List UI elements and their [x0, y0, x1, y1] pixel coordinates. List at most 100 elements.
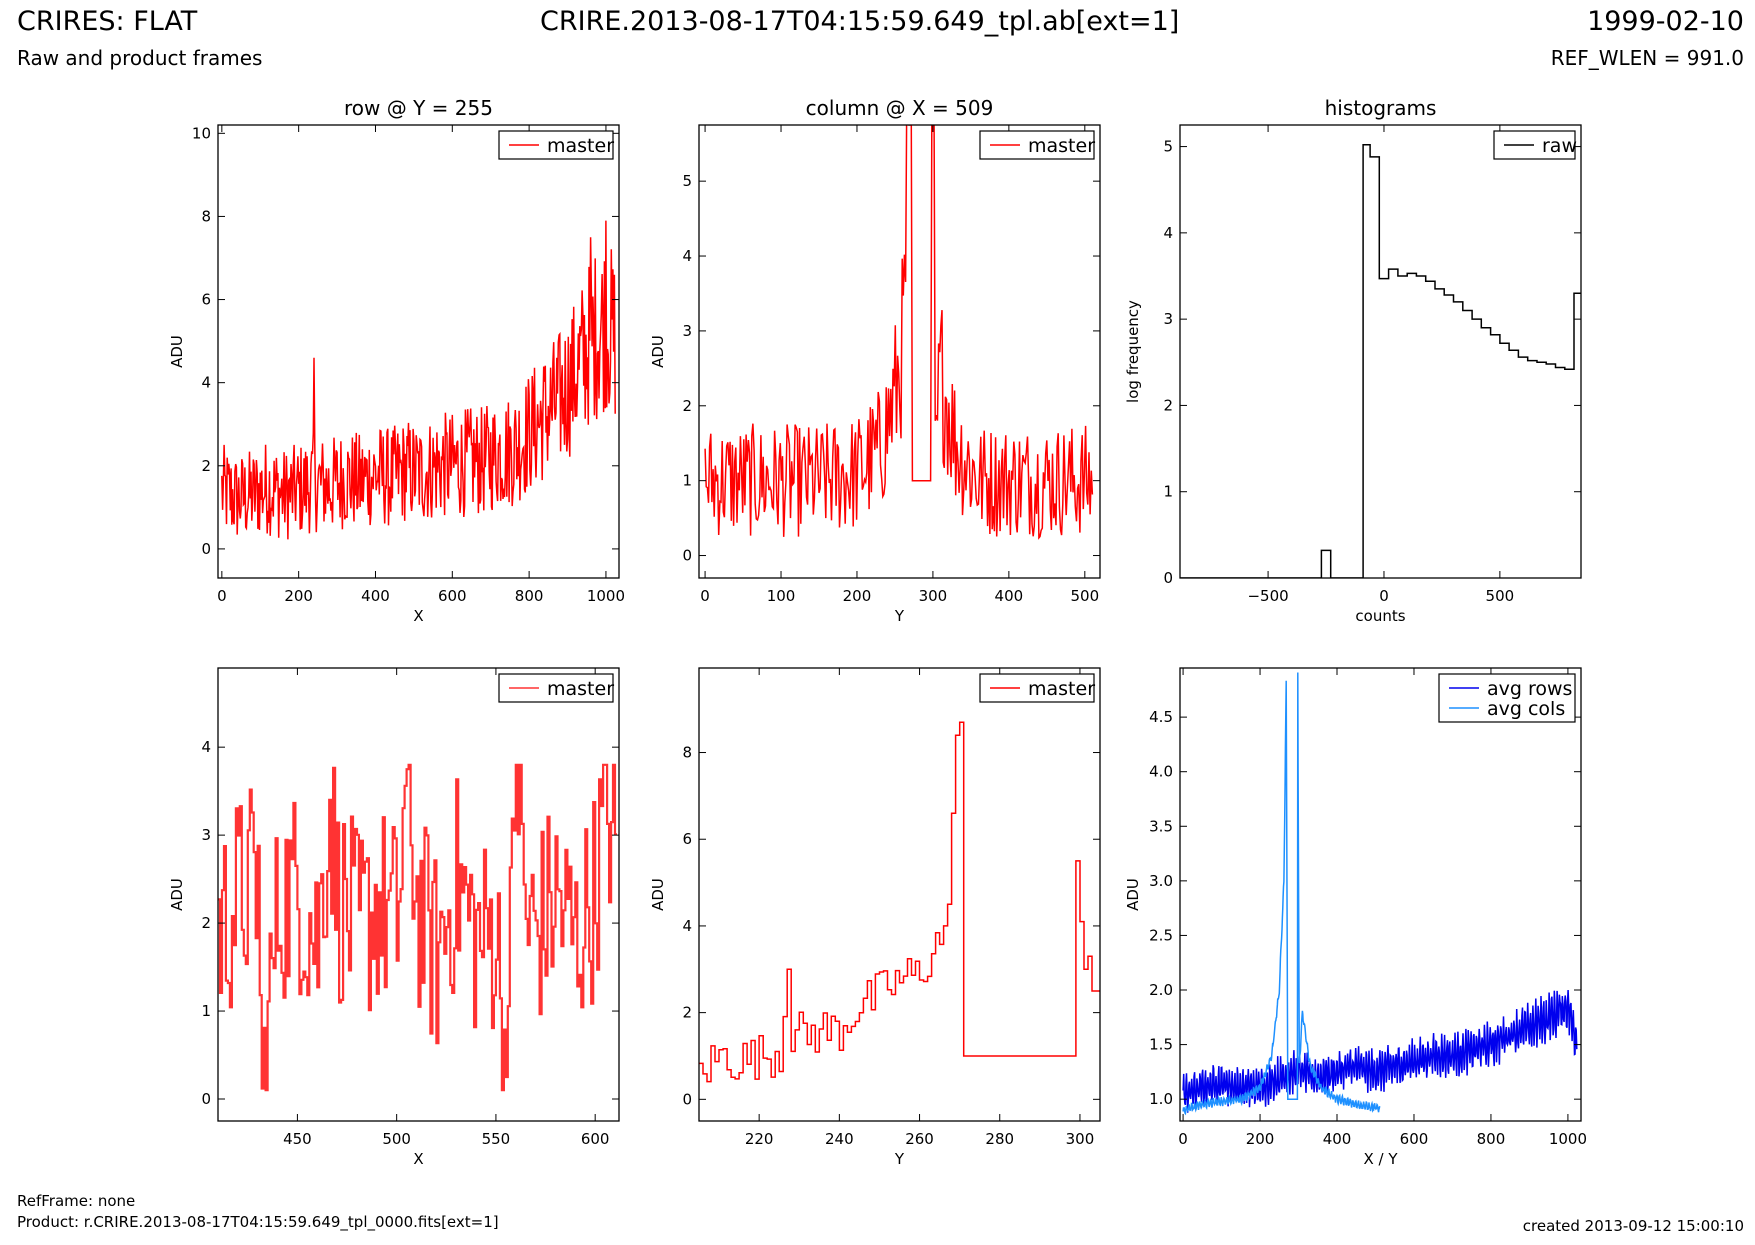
- axes-frame: [1179, 667, 1582, 1122]
- y-tick-label: 2.5: [1149, 926, 1173, 944]
- plot-area: [699, 721, 1100, 1083]
- legend-box: [1438, 673, 1576, 723]
- y-axis-label: ADU: [649, 878, 667, 911]
- refframe-label: RefFrame: none: [17, 1192, 136, 1210]
- y-tick-label: 4.5: [1149, 708, 1173, 726]
- x-axis-label: X: [413, 1150, 423, 1168]
- y-axis-label: log frequency: [1124, 300, 1142, 403]
- y-axis-label: ADU: [1124, 878, 1142, 911]
- y-tick-label: 2.0: [1149, 981, 1173, 999]
- y-tick-label: 1.5: [1149, 1036, 1173, 1054]
- y-tick-label: 1: [1163, 483, 1173, 501]
- x-axis-label: X / Y: [1363, 1150, 1398, 1168]
- y-tick-label: 5: [1163, 138, 1173, 156]
- chart-p1: 0 200 400 600 800 1000 0 2 4 6 8 10 row @ Y = 255 X AD…: [168, 96, 625, 625]
- created-label: created 2013-09-12 15:00:10: [1522, 1217, 1744, 1235]
- series-line-avg-cols: [1182, 672, 1381, 1116]
- x-axis-label: Y: [894, 607, 905, 625]
- date-label: 1999-02-10: [1587, 6, 1744, 37]
- y-tick-label: 2: [201, 914, 211, 932]
- chart-p4: 450 500 550 600 0 1 2 3 4 X ADU master: [168, 667, 620, 1168]
- x-tick-label: 400: [361, 587, 390, 605]
- y-axis-label: ADU: [168, 878, 186, 911]
- x-tick-label: 600: [1400, 1130, 1429, 1148]
- y-tick-label: 0: [201, 540, 211, 558]
- y-tick-label: 0: [1163, 569, 1173, 587]
- y-tick-label: 5: [682, 172, 692, 190]
- plot-area: [218, 763, 617, 1092]
- y-tick-label: 4: [682, 247, 692, 265]
- chart-p6: 0 200 400 600 800 1000 1.0 1.5 2.0 2.5 3.0 3.5 4.0 4.…: [1124, 667, 1587, 1168]
- plot-area: [1182, 672, 1578, 1116]
- x-tick-label: 1000: [587, 587, 625, 605]
- x-tick-label: 400: [995, 587, 1024, 605]
- y-axis-label: ADU: [649, 335, 667, 368]
- x-tick-label: 300: [919, 587, 948, 605]
- y-tick-label: 2: [682, 1004, 692, 1022]
- x-tick-label: 1000: [1549, 1130, 1587, 1148]
- x-tick-label: 300: [1066, 1130, 1095, 1148]
- x-tick-label: 200: [1246, 1130, 1275, 1148]
- axes-frame: [698, 667, 1101, 1122]
- y-tick-label: 3: [1163, 310, 1173, 328]
- x-tick-label: 280: [985, 1130, 1014, 1148]
- y-tick-label: 10: [192, 124, 211, 142]
- y-tick-label: 8: [682, 744, 692, 762]
- ref-wlen-label: REF_WLEN = 991.0: [1550, 46, 1744, 70]
- x-tick-label: 450: [283, 1130, 312, 1148]
- y-tick-label: 6: [682, 830, 692, 848]
- figure-title: CRIRES: FLAT: [17, 6, 198, 37]
- x-axis-label: Y: [894, 1150, 905, 1168]
- y-tick-label: 6: [201, 291, 211, 309]
- x-axis-label: counts: [1355, 607, 1405, 625]
- chart-p2: 0 100 200 300 400 500 0 1 2 3 4 5 column @ X = 509 Y A…: [649, 96, 1101, 625]
- x-tick-label: 0: [1379, 587, 1389, 605]
- series-line-raw: [1180, 144, 1581, 578]
- legend-label: master: [547, 135, 614, 157]
- x-tick-label: 600: [581, 1130, 610, 1148]
- x-tick-label: −500: [1247, 587, 1288, 605]
- plot-area: [704, 125, 1094, 540]
- x-tick-label: 0: [217, 587, 227, 605]
- chart-title: column @ X = 509: [806, 96, 994, 120]
- chart-title: row @ Y = 255: [344, 96, 493, 120]
- chart-p5: 220 240 260 280 300 0 2 4 6 8 Y ADU master: [649, 667, 1101, 1168]
- y-tick-label: 2: [682, 397, 692, 415]
- x-tick-label: 500: [1486, 587, 1515, 605]
- x-tick-label: 100: [767, 587, 796, 605]
- legend-label: avg cols: [1487, 698, 1565, 720]
- x-tick-label: 500: [1070, 587, 1099, 605]
- y-tick-label: 1.0: [1149, 1090, 1173, 1108]
- x-tick-label: 800: [1477, 1130, 1506, 1148]
- y-tick-label: 3.0: [1149, 872, 1173, 890]
- y-tick-label: 0: [201, 1090, 211, 1108]
- y-tick-label: 2: [201, 457, 211, 475]
- legend-label: raw: [1542, 135, 1577, 157]
- x-tick-label: 0: [700, 587, 710, 605]
- y-tick-label: 3: [682, 322, 692, 340]
- x-tick-label: 800: [515, 587, 544, 605]
- x-tick-label: 400: [1323, 1130, 1352, 1148]
- y-tick-label: 8: [201, 207, 211, 225]
- y-tick-label: 1: [682, 472, 692, 490]
- series-line-avg-rows: [1182, 989, 1578, 1113]
- plot-area: [1180, 144, 1581, 578]
- x-tick-label: 0: [1178, 1130, 1188, 1148]
- axes-frame: [217, 667, 620, 1122]
- axes-frame: [217, 124, 620, 579]
- x-tick-label: 500: [382, 1130, 411, 1148]
- axes-frame: [1179, 124, 1582, 579]
- y-tick-label: 4: [201, 374, 211, 392]
- x-tick-label: 600: [438, 587, 467, 605]
- y-axis-label: ADU: [168, 335, 186, 368]
- legend-label: master: [1028, 135, 1095, 157]
- x-tick-label: 200: [284, 587, 313, 605]
- series-line-master: [699, 721, 1100, 1083]
- legend-label: avg rows: [1487, 678, 1572, 700]
- x-tick-label: 550: [482, 1130, 511, 1148]
- series-line-master: [218, 763, 617, 1092]
- y-tick-label: 3.5: [1149, 817, 1173, 835]
- y-tick-label: 0: [682, 547, 692, 565]
- figure-subtitle: Raw and product frames: [17, 46, 263, 70]
